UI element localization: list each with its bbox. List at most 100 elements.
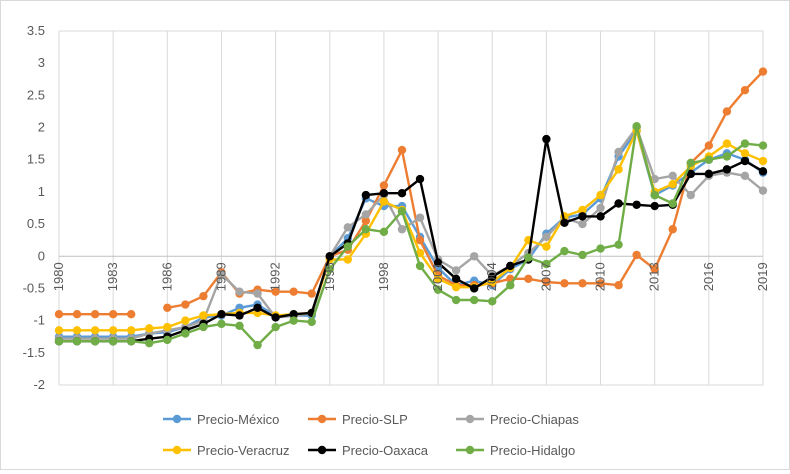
data-point (72, 337, 82, 346)
y-tick-label: 0.5 (27, 216, 45, 231)
y-tick-label: 0 (38, 248, 45, 263)
data-point (578, 279, 587, 288)
data-point (758, 186, 768, 195)
legend-label: Precio-Chiapas (490, 412, 579, 427)
data-point (217, 319, 226, 329)
data-point (614, 199, 623, 208)
data-point (108, 326, 118, 335)
data-point (361, 216, 371, 226)
series-line (167, 70, 764, 309)
y-tick-label: 3 (38, 55, 45, 70)
data-point (217, 270, 226, 279)
data-point (90, 326, 100, 335)
data-point (361, 225, 371, 234)
legend-marker (172, 445, 182, 455)
y-tick-label: 2 (38, 120, 45, 135)
data-point (235, 321, 244, 330)
data-point (650, 190, 659, 200)
legend-item: Precio-Veracruz (163, 443, 289, 458)
data-point (469, 252, 479, 261)
data-point (614, 281, 623, 290)
y-tick-label: 2.5 (27, 87, 45, 102)
data-point (650, 264, 659, 274)
data-point (415, 235, 425, 245)
data-point (253, 340, 262, 350)
data-point (524, 253, 533, 262)
data-point (199, 311, 208, 320)
data-point (542, 232, 551, 242)
data-point (686, 158, 695, 168)
data-point (668, 225, 677, 234)
data-point (632, 250, 641, 260)
data-point (127, 326, 136, 335)
legend-item: Precio-México (163, 412, 279, 427)
data-point (325, 264, 334, 274)
data-point (758, 156, 768, 166)
data-point (72, 326, 82, 335)
data-point (54, 337, 64, 346)
x-tick-label: 1995 (322, 262, 337, 291)
data-point (740, 171, 750, 181)
data-point (90, 310, 100, 319)
legend-item: Precio-Hidalgo (456, 443, 575, 458)
data-point (542, 134, 551, 144)
data-point (596, 212, 605, 221)
data-point (181, 300, 190, 309)
data-point (560, 218, 569, 228)
data-point (271, 287, 280, 296)
data-point (542, 277, 551, 287)
x-tick-label: 1992 (268, 262, 283, 291)
gridlines (58, 30, 764, 386)
data-point (181, 316, 190, 325)
data-point (163, 303, 172, 312)
data-point (271, 322, 280, 332)
legend-item: Precio-Chiapas (456, 412, 579, 427)
data-point (722, 107, 732, 116)
data-point (253, 289, 262, 298)
data-point (560, 246, 569, 256)
series-precio-veracruz (54, 126, 768, 335)
data-point (433, 258, 443, 267)
data-point (343, 223, 353, 232)
y-axis: 3.5 3 2.5 2 1.5 1 0.5 0 -0.5 -1 -1.5 -2 (23, 23, 45, 392)
y-tick-label: -1 (33, 313, 45, 328)
x-tick-label: 2013 (647, 262, 662, 291)
legend-marker (465, 414, 475, 424)
legend: Precio-México Precio-SLP Precio-Chiapas Pre… (163, 412, 579, 458)
data-point (163, 335, 172, 345)
data-point (379, 188, 389, 198)
data-point (542, 242, 551, 251)
data-point (361, 190, 371, 200)
data-point (307, 289, 316, 298)
legend-marker (317, 414, 327, 424)
data-point (108, 310, 118, 319)
data-point (181, 329, 190, 338)
data-point (415, 261, 425, 271)
legend-item: Precio-Oaxaca (308, 443, 429, 458)
data-point (271, 313, 280, 322)
x-tick-label: 1980 (51, 262, 66, 291)
data-point (343, 255, 353, 264)
legend-label: Precio-SLP (342, 412, 408, 427)
x-tick-label: 2004 (484, 262, 499, 291)
data-point (722, 165, 732, 174)
data-point (740, 86, 750, 95)
data-point (578, 219, 587, 229)
data-point (127, 310, 136, 319)
x-tick-label: 1998 (376, 262, 391, 291)
data-point (145, 324, 154, 333)
data-point (235, 287, 244, 296)
data-point (704, 141, 714, 150)
data-point (542, 259, 551, 269)
data-point (397, 188, 407, 198)
data-point (686, 169, 695, 179)
data-point (217, 310, 226, 319)
data-point (199, 322, 208, 332)
data-point (397, 145, 407, 155)
data-point (596, 244, 605, 253)
series-line (59, 137, 764, 343)
data-point (632, 200, 641, 209)
data-point (163, 322, 172, 332)
data-point (614, 147, 623, 157)
